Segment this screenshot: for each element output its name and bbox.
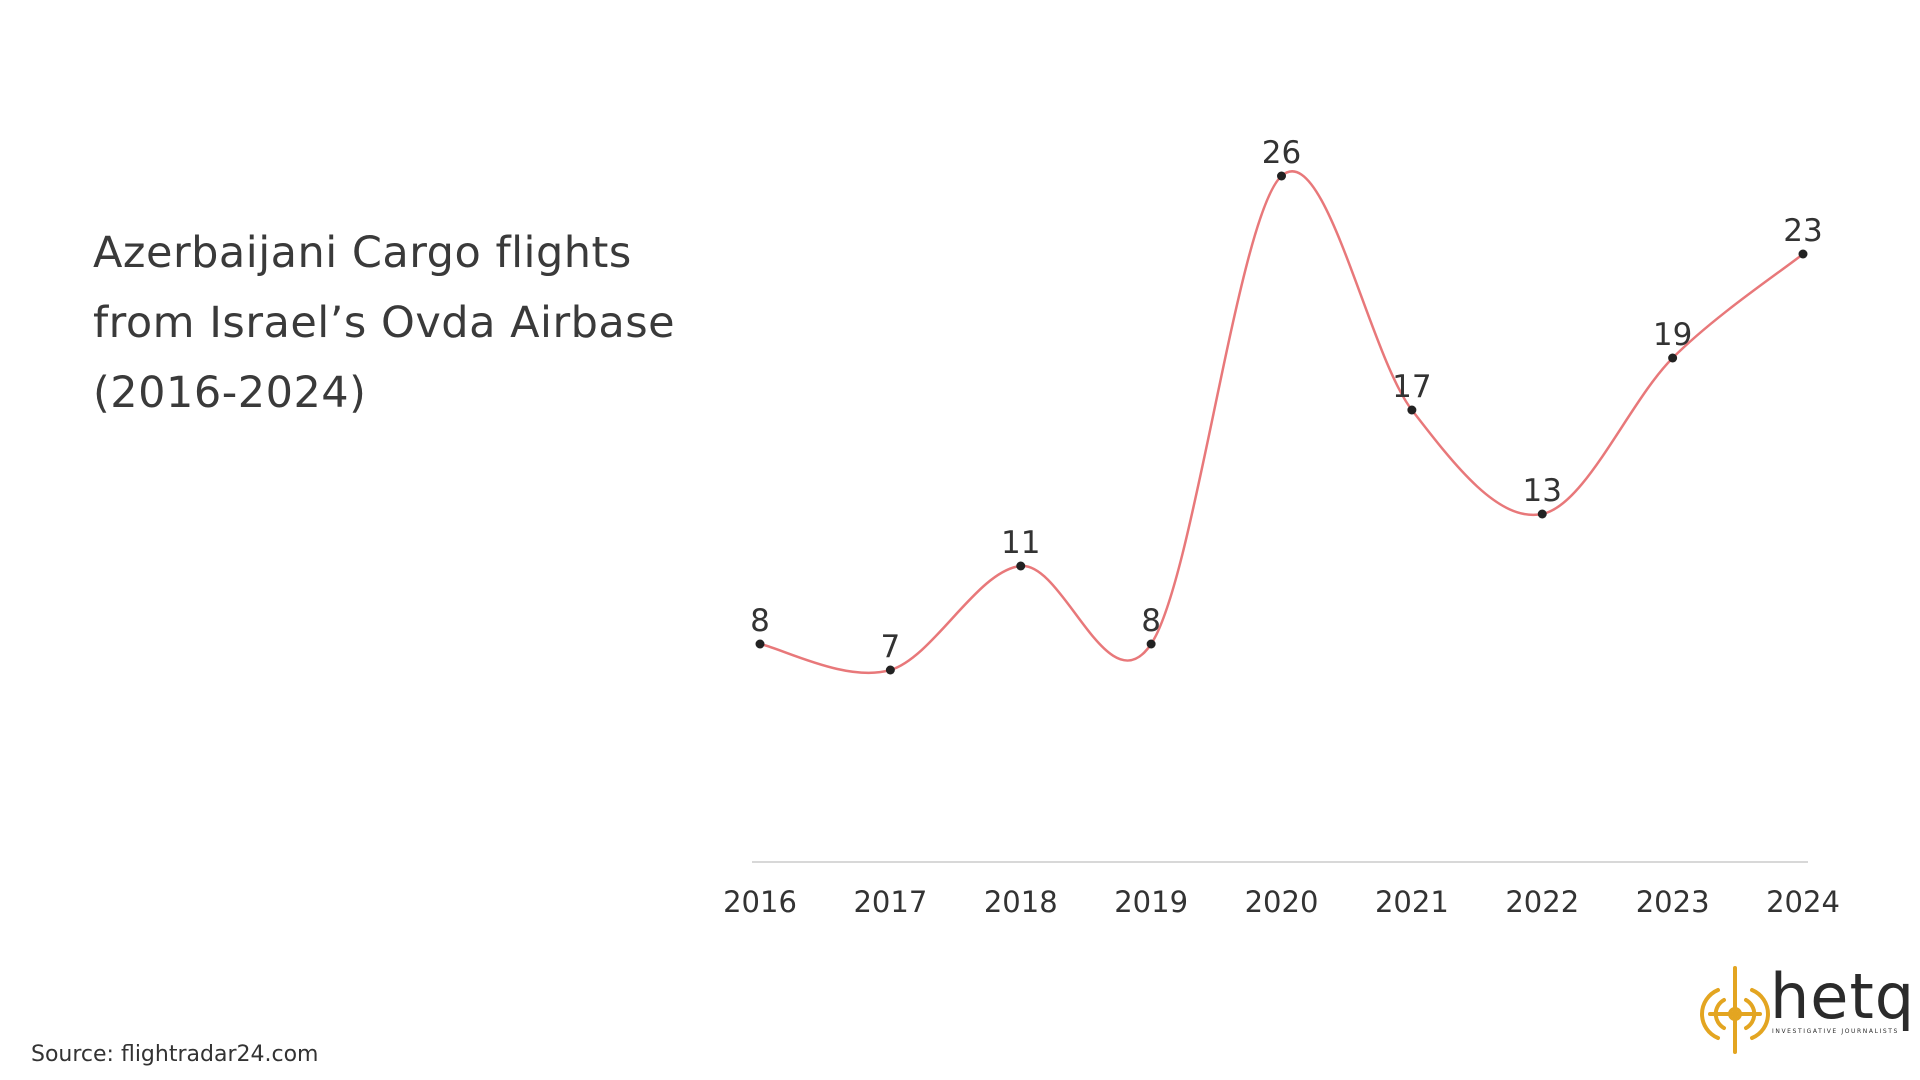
data-label-2020: 26	[1262, 135, 1301, 171]
x-tick-2020: 2020	[1245, 885, 1319, 919]
data-labels: 8 7 11 8 26 17 13 19 23	[750, 135, 1823, 665]
data-point-2024	[1798, 249, 1808, 259]
data-label-2017: 7	[881, 629, 901, 665]
x-tick-2016: 2016	[723, 885, 797, 919]
data-point-2022	[1537, 509, 1547, 519]
data-point-2023	[1668, 353, 1678, 363]
data-label-2022: 13	[1523, 473, 1562, 509]
data-point-2016	[755, 639, 765, 649]
x-tick-2018: 2018	[984, 885, 1058, 919]
data-points	[755, 171, 1808, 675]
x-tick-2023: 2023	[1636, 885, 1710, 919]
source-note: Source: flightradar24.com	[31, 1042, 319, 1067]
x-tick-2021: 2021	[1375, 885, 1449, 919]
data-label-2016: 8	[750, 603, 770, 639]
x-tick-2024: 2024	[1766, 885, 1840, 919]
hetq-emblem-icon	[1700, 966, 1770, 1054]
data-label-2019: 8	[1141, 603, 1161, 639]
logo-tagline: INVESTIGATIVE JOURNALISTS	[1772, 1028, 1899, 1035]
data-label-2024: 23	[1783, 213, 1822, 249]
data-point-2018	[1016, 561, 1026, 571]
hetq-logo: hetq INVESTIGATIVE JOURNALISTS	[1700, 960, 1914, 1056]
data-point-2019	[1146, 639, 1156, 649]
data-point-2017	[885, 665, 895, 675]
data-label-2023: 19	[1653, 317, 1692, 353]
chart-title: Azerbaijani Cargo flights from Israel’s …	[93, 228, 676, 418]
series-line	[759, 170, 1804, 675]
data-point-2021	[1407, 405, 1417, 415]
logo-wordmark: hetq	[1770, 960, 1916, 1033]
data-point-2020	[1277, 171, 1286, 181]
x-tick-labels: 2016 2017 2018 2019 2020 2021 2022 2023 2024	[723, 885, 1840, 919]
data-label-2021: 17	[1392, 369, 1431, 405]
data-label-2018: 11	[1001, 525, 1040, 561]
x-tick-2022: 2022	[1505, 885, 1579, 919]
x-tick-2019: 2019	[1114, 885, 1188, 919]
x-tick-2017: 2017	[853, 885, 927, 919]
